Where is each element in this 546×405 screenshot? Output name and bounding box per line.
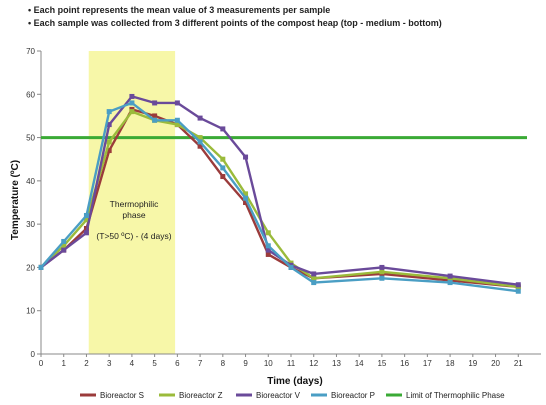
data-point xyxy=(129,100,135,106)
x-tick-label: 9 xyxy=(243,359,248,368)
y-tick-label: 40 xyxy=(26,177,35,186)
data-point xyxy=(515,282,521,288)
note-line: • Each sample was collected from 3 diffe… xyxy=(28,18,442,28)
y-tick-label: 30 xyxy=(26,220,35,229)
data-point xyxy=(243,200,249,205)
data-point xyxy=(83,217,89,223)
data-point xyxy=(174,100,180,106)
data-point xyxy=(243,191,249,197)
x-tick-label: 14 xyxy=(355,359,364,368)
y-axis-title: Temperature (ºC) xyxy=(10,160,21,240)
series-line xyxy=(40,95,519,286)
data-point xyxy=(220,165,226,171)
x-tick-label: 13 xyxy=(332,359,341,368)
data-point xyxy=(379,264,385,270)
x-tick-label: 8 xyxy=(221,359,226,368)
x-tick-label: 3 xyxy=(107,359,112,368)
data-point xyxy=(152,113,158,119)
data-point xyxy=(311,275,317,281)
y-tick-label: 60 xyxy=(26,90,35,99)
x-tick-label: 15 xyxy=(377,359,386,368)
x-tick-label: 16 xyxy=(400,359,409,368)
note-line: • Each point represents the mean value o… xyxy=(28,5,331,15)
x-tick-label: 5 xyxy=(152,359,157,368)
x-axis-title: Time (days) xyxy=(267,376,322,387)
data-point xyxy=(197,143,203,149)
data-point xyxy=(106,122,112,128)
data-point xyxy=(61,247,67,253)
data-point xyxy=(311,280,317,286)
x-tick-label: 7 xyxy=(198,359,203,368)
data-point xyxy=(38,264,44,270)
data-point xyxy=(265,230,271,236)
data-point xyxy=(197,135,203,141)
data-point xyxy=(288,264,294,270)
data-point xyxy=(265,247,271,253)
annotation-title-line1: Thermophilic xyxy=(110,199,159,209)
chart-notes: • Each point represents the mean value o… xyxy=(28,4,442,30)
data-point xyxy=(152,100,158,106)
x-tick-label: 12 xyxy=(309,359,318,368)
data-point xyxy=(106,148,112,154)
data-point xyxy=(447,280,453,286)
data-point xyxy=(220,156,226,162)
annotation-title-line2: phase xyxy=(122,210,145,220)
data-point xyxy=(174,122,180,128)
legend-label: Bioreactor P xyxy=(331,391,375,400)
x-tick-label: 17 xyxy=(423,359,432,368)
x-tick-label: 21 xyxy=(514,359,523,368)
x-tick-label: 10 xyxy=(264,359,273,368)
y-tick-label: 70 xyxy=(26,47,35,56)
data-point xyxy=(515,288,521,294)
x-tick-label: 19 xyxy=(468,359,477,368)
data-point xyxy=(83,230,89,236)
x-tick-label: 11 xyxy=(287,359,296,368)
data-point xyxy=(379,275,385,281)
data-point xyxy=(243,195,249,201)
data-point xyxy=(83,212,89,218)
x-tick-label: 18 xyxy=(446,359,455,368)
y-tick-label: 10 xyxy=(26,307,35,316)
data-point xyxy=(174,117,180,123)
series-line xyxy=(40,101,519,293)
y-tick-label: 0 xyxy=(31,350,36,359)
data-point xyxy=(129,93,135,99)
legend-label: Bioreactor Z xyxy=(179,391,223,400)
data-point xyxy=(379,269,385,275)
data-point xyxy=(106,139,112,145)
data-point xyxy=(220,174,226,180)
data-point xyxy=(447,273,453,279)
x-tick-label: 6 xyxy=(175,359,180,368)
x-tick-label: 2 xyxy=(84,359,89,368)
data-point xyxy=(197,115,203,121)
y-tick-label: 50 xyxy=(26,134,35,143)
data-point xyxy=(61,243,67,249)
data-point xyxy=(265,251,271,257)
x-tick-label: 0 xyxy=(39,359,44,368)
legend-label: Limit of Thermophilic Phase xyxy=(406,391,505,400)
data-point xyxy=(220,126,226,132)
data-point xyxy=(152,117,158,123)
data-point xyxy=(197,139,203,145)
legend-label: Bioreactor V xyxy=(256,391,301,400)
x-tick-label: 4 xyxy=(130,359,135,368)
data-point xyxy=(265,243,271,249)
x-tick-label: 20 xyxy=(491,359,500,368)
annotation-detail: (T>50 ºC) - (4 days) xyxy=(96,231,171,241)
data-point xyxy=(243,154,249,160)
data-point xyxy=(106,109,112,115)
legend-label: Bioreactor S xyxy=(100,391,144,400)
data-point xyxy=(129,109,135,115)
data-point xyxy=(61,238,67,244)
x-tick-label: 1 xyxy=(62,359,67,368)
data-point xyxy=(311,271,317,277)
y-tick-label: 20 xyxy=(26,263,35,272)
